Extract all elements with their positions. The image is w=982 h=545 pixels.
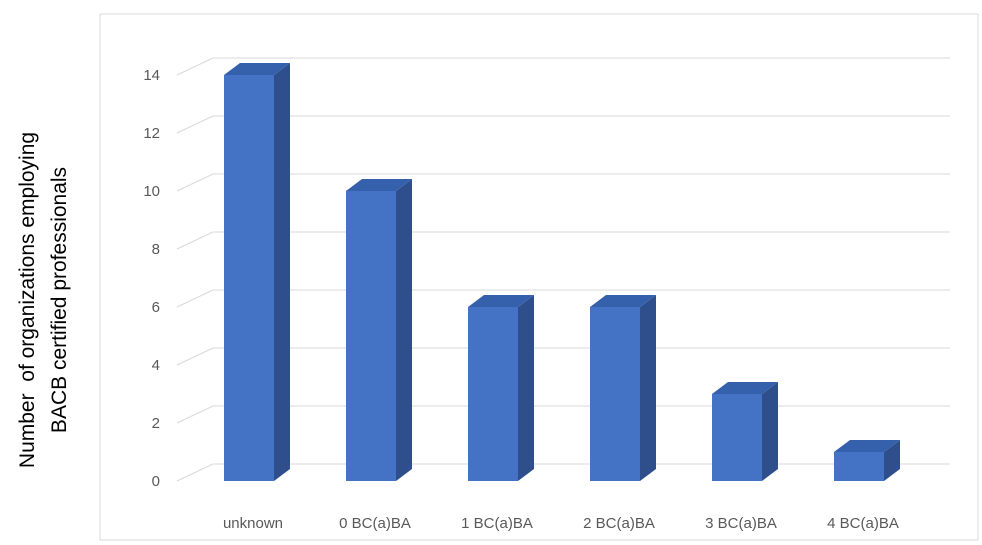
gridline-diagonal	[176, 231, 214, 250]
y-axis-ticks: 0 2 4 6 8 10 12 14	[143, 67, 160, 490]
y-tick-label: 6	[152, 299, 160, 316]
x-tick-label: 0 BC(a)BA	[339, 515, 411, 532]
bar-front	[468, 307, 518, 481]
bar	[712, 382, 778, 481]
y-tick-label: 0	[152, 473, 160, 490]
y-tick-label: 8	[152, 241, 160, 258]
bar-front	[834, 452, 884, 481]
gridline-diagonal	[176, 289, 214, 308]
bar-side	[640, 295, 656, 481]
bar-top	[468, 295, 534, 307]
bar-front	[224, 75, 274, 481]
y-tick-label: 2	[152, 415, 160, 432]
x-axis-ticks: unknown 0 BC(a)BA 1 BC(a)BA 2 BC(a)BA 3 BC(a…	[223, 515, 899, 532]
x-tick-label: 2 BC(a)BA	[583, 515, 655, 532]
y-tick-label: 12	[143, 125, 160, 142]
bars	[224, 63, 900, 481]
gridlines	[176, 57, 950, 482]
bar-side	[762, 382, 778, 481]
x-tick-label: unknown	[223, 515, 283, 532]
y-tick-label: 10	[143, 183, 160, 200]
bar-side	[396, 179, 412, 481]
bar-side	[274, 63, 290, 481]
gridline-diagonal	[176, 405, 214, 424]
bar-side	[884, 440, 900, 481]
bar	[468, 295, 534, 481]
bar-top	[346, 179, 412, 191]
gridline-diagonal	[176, 347, 214, 366]
y-axis-label-line2: BACB certified professionals	[48, 167, 71, 433]
bar	[834, 440, 900, 481]
gridline-diagonal	[176, 463, 214, 482]
y-tick-label: 4	[152, 357, 160, 374]
bar-front	[590, 307, 640, 481]
bar-top	[590, 295, 656, 307]
x-tick-label: 4 BC(a)BA	[827, 515, 899, 532]
y-tick-label: 14	[143, 67, 160, 84]
bar-top	[712, 382, 778, 394]
bar-side	[518, 295, 534, 481]
bar-front	[712, 394, 762, 481]
gridline-diagonal	[176, 115, 214, 134]
bar	[346, 179, 412, 481]
gridline-diagonal	[176, 57, 214, 76]
x-tick-label: 3 BC(a)BA	[705, 515, 777, 532]
gridline-diagonal	[176, 173, 214, 192]
x-tick-label: 1 BC(a)BA	[461, 515, 533, 532]
bar-front	[346, 191, 396, 481]
bar-top	[224, 63, 290, 75]
y-axis-label-line1: Number of organizations employing	[16, 132, 39, 468]
bar	[224, 63, 290, 481]
chart-border	[99, 13, 979, 541]
bar-top	[834, 440, 900, 452]
bar	[590, 295, 656, 481]
